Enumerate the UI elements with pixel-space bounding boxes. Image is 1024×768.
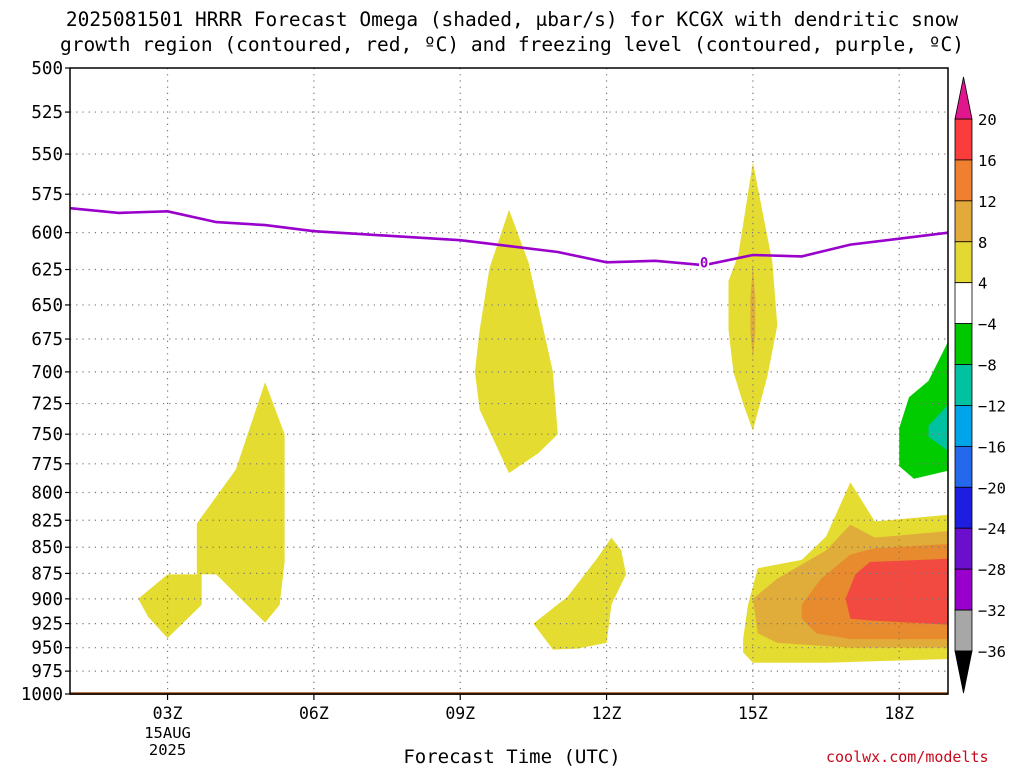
y-tick-label: 725: [31, 395, 63, 415]
omega-region-2: [533, 537, 627, 650]
colorbar-swatch: [954, 364, 973, 406]
y-tick-label: 850: [31, 538, 63, 558]
y-tick-label: 650: [31, 296, 63, 316]
chart-title-line-2: growth region (contoured, red, ºC) and f…: [60, 33, 964, 56]
omega-shaded-regions: [138, 162, 948, 663]
colorbar-swatch: [954, 445, 973, 488]
colorbar-label: −24: [978, 520, 1006, 538]
omega-region-8: [750, 265, 756, 359]
omega-region-9: [899, 341, 948, 479]
x-tick-label: 03Z: [153, 704, 183, 723]
y-tick-label: 1000: [21, 685, 63, 705]
freezing-level-line: [69, 206, 949, 267]
y-tick-label: 625: [31, 261, 63, 281]
y-tick-label: 550: [31, 145, 63, 165]
x-tick-label: 15Z: [738, 704, 768, 723]
colorbar-label: −16: [978, 438, 1006, 456]
plot-frame: [69, 67, 949, 695]
colorbar-swatch: [954, 527, 973, 570]
y-tick-label: 925: [31, 615, 63, 635]
y-tick-label: 750: [31, 425, 63, 445]
colorbar-swatch: [954, 282, 973, 325]
x-axis-label: Forecast Time (UTC): [403, 746, 621, 768]
colorbar-swatch: [954, 323, 973, 365]
x-tick-label: 12Z: [592, 704, 622, 723]
y-tick-label: 675: [31, 330, 63, 350]
y-tick-label: 900: [31, 590, 63, 610]
y-tick-label: 800: [31, 483, 63, 503]
freezing-label-bg: [699, 254, 710, 270]
colorbar-label: −4: [978, 316, 997, 334]
x-tick-label: 06Z: [299, 704, 329, 723]
omega-region-0: [138, 382, 285, 639]
y-tick-label: 700: [31, 363, 63, 383]
x-tick-label: 09Z: [445, 704, 475, 723]
colorbar-label: −28: [978, 561, 1006, 579]
x-tick-label: 18Z: [884, 704, 914, 723]
colorbar-swatch: [954, 609, 973, 652]
omega-region-7: [845, 558, 948, 625]
colorbar-swatch: [954, 405, 973, 447]
colorbar-swatch: [954, 568, 973, 611]
y-tick-label: 825: [31, 511, 63, 531]
colorbar-label: 16: [978, 152, 997, 170]
credit-link[interactable]: coolwx.com/modelts: [826, 748, 989, 766]
colorbar: 20 16 12 8 4 −4 −8 −12 −16 −20 −24 −28 −32 −36: [954, 76, 1006, 694]
colorbar-swatch: [954, 241, 973, 284]
freezing-level-label: 0: [700, 255, 708, 271]
colorbar-swatch: [954, 486, 973, 529]
colorbar-label: −20: [978, 479, 1006, 497]
colorbar-label: 8: [978, 234, 987, 252]
grid-lines: [70, 68, 948, 694]
y-tick-label: 500: [31, 59, 63, 79]
colorbar-label: 20: [978, 111, 997, 129]
y-tick-label: 575: [31, 185, 63, 205]
colorbar-top-arrow: [954, 76, 973, 120]
omega-region-10: [928, 404, 948, 451]
y-tick-label: 525: [31, 103, 63, 123]
freezing-level-contour: 0: [69, 206, 949, 271]
omega-region-1: [474, 209, 558, 474]
colorbar-bottom-arrow: [954, 650, 973, 694]
y-tick-label: 950: [31, 639, 63, 659]
colorbar-label: −8: [978, 357, 997, 375]
y-tick-label: 975: [31, 662, 63, 682]
y-tick-label: 875: [31, 564, 63, 584]
colorbar-label: −36: [978, 643, 1006, 661]
y-tick-label: 775: [31, 455, 63, 475]
chart-title-line-1: 2025081501 HRRR Forecast Omega (shaded, …: [65, 8, 959, 31]
colorbar-label: 4: [978, 275, 987, 293]
colorbar-label: 12: [978, 193, 997, 211]
colorbar-label: −32: [978, 602, 1006, 620]
x-tick-sublabel: 15AUG: [144, 724, 191, 742]
colorbar-swatch: [954, 200, 973, 243]
colorbar-swatch: [954, 159, 973, 202]
colorbar-swatch: [954, 118, 973, 161]
x-tick-sublabel: 2025: [149, 741, 186, 759]
colorbar-label: −12: [978, 397, 1006, 415]
y-tick-label: 600: [31, 224, 63, 244]
axes: 500 525 550 575 600 625 650 675 700 725 750 775 800 8…: [21, 59, 949, 759]
